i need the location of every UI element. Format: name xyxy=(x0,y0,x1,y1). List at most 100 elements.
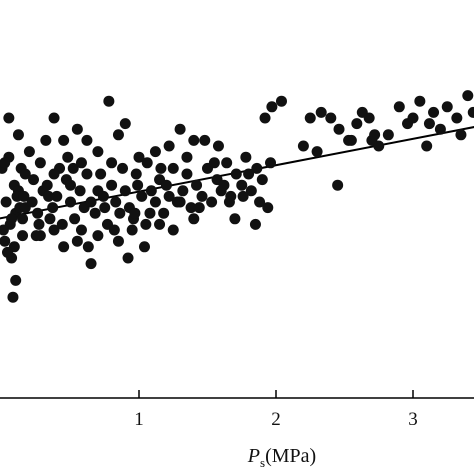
data-point xyxy=(119,185,131,197)
data-point xyxy=(311,146,323,158)
data-point xyxy=(3,112,15,124)
data-point xyxy=(160,179,172,191)
data-point xyxy=(106,179,118,191)
data-point xyxy=(92,230,104,242)
data-point xyxy=(99,202,111,214)
data-point xyxy=(144,207,156,219)
data-point xyxy=(185,202,197,214)
data-point xyxy=(254,196,266,208)
x-axis-tick-labels: 1234 xyxy=(134,409,418,430)
data-point xyxy=(71,235,83,247)
data-point xyxy=(158,207,170,219)
data-point xyxy=(174,123,186,135)
data-point xyxy=(229,213,241,225)
data-point xyxy=(208,157,220,169)
data-point xyxy=(223,196,235,208)
data-point xyxy=(256,174,268,186)
data-point xyxy=(65,196,76,208)
data-point xyxy=(315,106,327,118)
data-point xyxy=(48,112,60,124)
data-point xyxy=(58,134,70,146)
data-point xyxy=(181,151,193,163)
data-point xyxy=(245,185,257,197)
data-point xyxy=(221,157,233,169)
x-axis-title: Ps(MPa) xyxy=(247,445,316,470)
x-axis-ticks xyxy=(138,390,414,398)
data-point xyxy=(423,118,435,130)
data-point xyxy=(1,246,13,258)
data-point xyxy=(199,134,211,146)
data-point xyxy=(167,224,179,236)
data-point xyxy=(393,101,405,113)
data-point xyxy=(69,213,81,225)
data-point xyxy=(117,162,129,174)
data-point xyxy=(428,106,440,118)
data-point xyxy=(236,179,248,191)
data-point xyxy=(177,185,189,197)
data-point xyxy=(407,112,419,124)
data-point xyxy=(325,112,337,124)
data-point xyxy=(97,190,109,202)
data-point xyxy=(382,129,394,141)
data-point xyxy=(47,202,59,214)
data-point xyxy=(421,140,433,152)
data-point xyxy=(0,235,11,247)
data-point xyxy=(119,118,131,130)
data-point xyxy=(163,190,175,202)
data-point xyxy=(434,123,446,135)
data-point xyxy=(34,157,46,169)
data-point xyxy=(95,168,107,180)
data-point xyxy=(181,168,193,180)
data-point xyxy=(145,185,157,197)
data-point xyxy=(30,230,42,242)
data-point xyxy=(0,157,11,169)
x-tick-label-1: 1 xyxy=(134,409,144,430)
data-point xyxy=(62,151,74,163)
data-point xyxy=(163,140,175,152)
data-point xyxy=(414,95,426,107)
data-points xyxy=(0,90,474,303)
data-point xyxy=(455,129,467,141)
data-point xyxy=(136,190,148,202)
data-point xyxy=(167,162,179,174)
data-point xyxy=(206,196,218,208)
data-point xyxy=(451,112,463,124)
data-point xyxy=(133,151,145,163)
data-point xyxy=(363,112,375,124)
data-point xyxy=(237,190,249,202)
data-point xyxy=(0,224,9,236)
data-point xyxy=(345,134,357,146)
data-point xyxy=(266,101,278,113)
data-point xyxy=(85,258,97,270)
data-point xyxy=(262,202,274,214)
data-point xyxy=(243,168,255,180)
data-point xyxy=(75,157,87,169)
data-point xyxy=(114,207,126,219)
data-point xyxy=(17,230,29,242)
data-point xyxy=(6,213,18,225)
data-point xyxy=(82,241,94,253)
data-point xyxy=(108,224,120,236)
data-point xyxy=(304,112,316,124)
data-point xyxy=(188,213,200,225)
data-point xyxy=(71,123,83,135)
data-point xyxy=(467,106,474,118)
data-point xyxy=(65,179,76,191)
data-point xyxy=(351,118,363,130)
data-point xyxy=(138,241,150,253)
data-point xyxy=(103,95,115,107)
data-point xyxy=(196,190,208,202)
data-point xyxy=(58,241,70,253)
data-point xyxy=(32,207,44,219)
data-point xyxy=(17,213,29,225)
data-point xyxy=(141,157,153,169)
data-point xyxy=(48,168,60,180)
data-point xyxy=(19,168,31,180)
data-point xyxy=(92,146,104,158)
data-point xyxy=(48,224,60,236)
data-point xyxy=(193,202,205,214)
data-point xyxy=(149,196,161,208)
data-point xyxy=(154,218,166,230)
data-point xyxy=(110,196,122,208)
data-point xyxy=(18,190,30,202)
